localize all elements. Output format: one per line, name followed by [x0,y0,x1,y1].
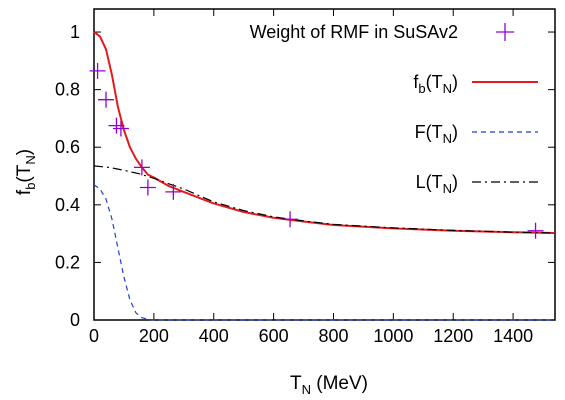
y-axis-label: fb(TN) [14,149,38,195]
y-tick-label: 0.8 [55,80,80,100]
legend-entry: L(TN) [416,172,538,196]
data-point-plus [282,211,299,228]
x-tick-label: 600 [259,326,289,346]
x-tick-label: 1200 [433,326,473,346]
plot-border [93,8,556,321]
x-tick-label: 400 [199,326,229,346]
legend-entry: fb(TN) [413,72,538,96]
legend-label: fb(TN) [413,72,458,96]
data-point-plus [165,183,182,200]
x-tick-label: 1000 [373,326,413,346]
x-tick-label: 0 [89,326,99,346]
data-series [89,31,556,321]
y-tick-label: 0 [70,310,80,330]
y-tick-label: 0.6 [55,137,80,157]
legend-marker-plus [496,23,514,41]
series-line-f [93,31,556,234]
data-point-plus [108,117,125,134]
x-axis-label: TN (MeV) [290,373,368,397]
x-tick-label: 1400 [493,326,533,346]
axis-ticks: 0 200 400 600 800 1000 1200 1400 0 0.2 0.4 0.6 0.8 1 [55,9,555,346]
y-tick-label: 1 [70,22,80,42]
x-tick-label: 200 [139,326,169,346]
series-line-f [93,184,555,321]
x-tick-label: 800 [318,326,348,346]
y-tick-label: 0.2 [55,252,80,272]
plot-frame [93,8,556,321]
legend-label: L(TN) [416,172,458,196]
data-point-plus [133,159,150,176]
data-point-plus [139,179,156,196]
legend-entry: Weight of RMF in SuSAv2 [250,22,514,42]
legend-label: Weight of RMF in SuSAv2 [250,22,458,42]
legend: Weight of RMF in SuSAv2 fb(TN) F(TN) L(TN) [250,22,538,196]
data-point-plus [527,222,544,239]
data-point-plus [97,91,114,108]
legend-label: F(TN) [415,122,458,146]
y-tick-label: 0.4 [55,195,80,215]
series-line-l [93,165,556,234]
legend-entry: F(TN) [415,122,538,146]
data-point-plus [112,120,129,137]
data-point-plus [89,62,106,79]
